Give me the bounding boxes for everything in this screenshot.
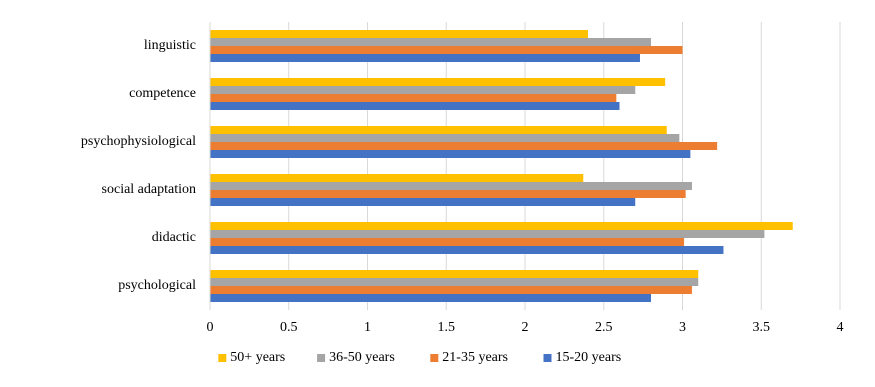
bar <box>210 126 667 134</box>
y-tick-label: social adaptation <box>102 182 196 197</box>
bar <box>210 270 699 278</box>
bar <box>210 174 584 182</box>
x-tick-label: 0 <box>207 320 214 335</box>
legend-label: 36-50 years <box>329 350 395 365</box>
legend-swatch <box>543 354 552 362</box>
bar <box>210 86 636 94</box>
y-tick-label: competence <box>129 86 196 101</box>
y-tick-label: psychophysiological <box>81 134 196 149</box>
bar <box>210 182 692 190</box>
legend-label: 21-35 years <box>442 350 508 365</box>
bar <box>210 286 692 294</box>
legend-swatch <box>430 354 439 362</box>
bar <box>210 54 640 62</box>
legend-label: 15-20 years <box>556 350 622 365</box>
legend-label: 50+ years <box>230 350 285 365</box>
bar <box>210 150 691 158</box>
x-tick-label: 1 <box>364 320 371 335</box>
bar <box>210 30 588 38</box>
bar <box>210 94 617 102</box>
bar <box>210 102 620 110</box>
bar <box>210 46 683 54</box>
x-tick-label: 0.5 <box>280 320 298 335</box>
bar <box>210 142 718 150</box>
x-tick-label: 3 <box>679 320 686 335</box>
x-tick-label: 2 <box>522 320 529 335</box>
bar <box>210 246 724 254</box>
bar <box>210 78 666 86</box>
x-tick-label: 3.5 <box>753 320 771 335</box>
bar <box>210 134 680 142</box>
x-tick-label: 2.5 <box>595 320 613 335</box>
y-tick-label: didactic <box>152 230 196 245</box>
y-tick-label: linguistic <box>144 38 196 53</box>
y-tick-label: psychological <box>118 278 196 293</box>
bar <box>210 198 636 206</box>
legend-swatch <box>317 354 326 362</box>
bar <box>210 230 765 238</box>
bar <box>210 238 685 246</box>
bar <box>210 190 686 198</box>
legend-swatch <box>218 354 227 362</box>
x-tick-label: 4 <box>837 320 844 335</box>
bar <box>210 222 793 230</box>
bar <box>210 294 651 302</box>
bar <box>210 38 651 46</box>
bar <box>210 278 699 286</box>
x-tick-label: 1.5 <box>438 320 456 335</box>
